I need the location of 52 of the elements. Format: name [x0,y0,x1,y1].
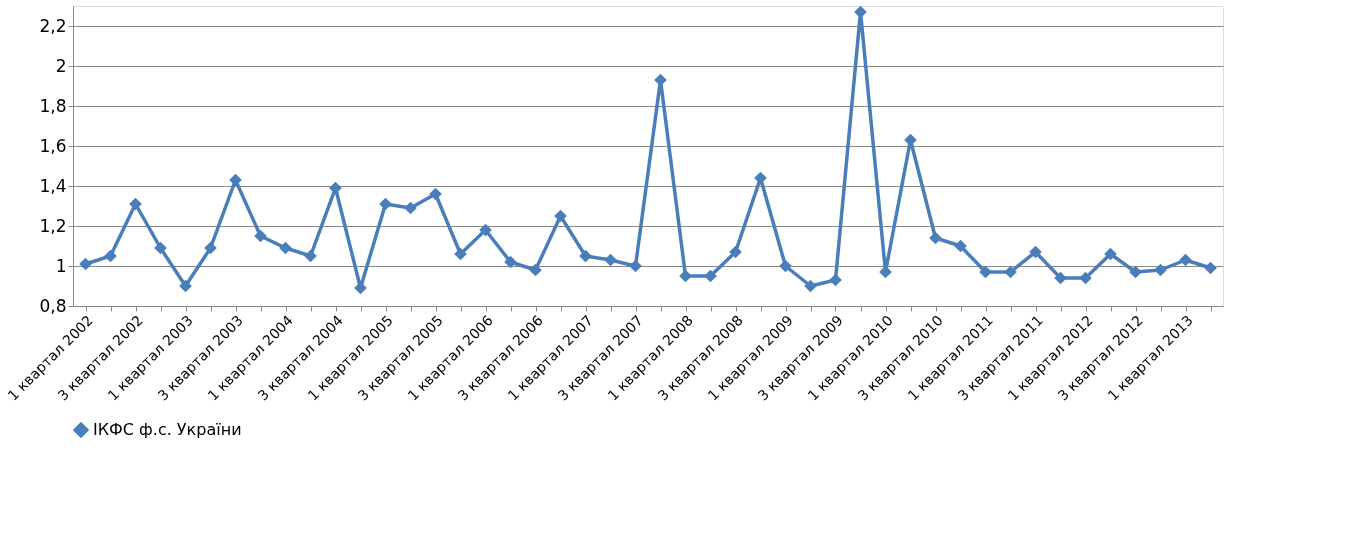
point [629,259,642,273]
point [804,279,817,293]
point [479,223,492,237]
y-tick-label: 1,4 [39,175,67,196]
point [129,197,142,211]
point [979,265,992,279]
point [404,201,417,215]
point [679,269,692,283]
point [204,241,217,255]
y-tick-label: 1 [55,255,67,276]
point [1004,265,1017,279]
point [1204,261,1217,275]
point [879,265,892,279]
point [379,197,392,211]
point [929,231,942,245]
point [154,241,167,255]
point [1054,271,1067,285]
point [79,257,92,271]
y-tick-label: 0,8 [39,295,67,316]
point [829,273,842,287]
point [504,255,517,269]
point [1129,265,1142,279]
point [579,249,592,263]
y-tick-label: 1,8 [39,95,67,116]
point [954,239,967,253]
legend-label: ІКФС ф.с. України [93,420,242,439]
point [654,73,667,87]
point [454,247,467,261]
point [704,269,717,283]
point [854,5,867,19]
point [1104,247,1117,261]
y-tick-label: 1,2 [39,215,67,236]
point [1029,245,1042,259]
point [179,279,192,293]
point [254,229,267,243]
point [604,253,617,267]
point [1179,253,1192,267]
point [554,209,567,223]
point [229,173,242,187]
point [304,249,317,263]
y-tick-label: 2 [55,55,67,76]
point [529,263,542,277]
point [429,187,442,201]
point [104,249,117,263]
point [779,259,792,273]
point [1079,271,1092,285]
y-tick-label: 2,2 [39,15,67,36]
y-tick-label: 1,6 [39,135,67,156]
point [729,245,742,259]
point [279,241,292,255]
point [754,171,767,185]
point [1154,263,1167,277]
